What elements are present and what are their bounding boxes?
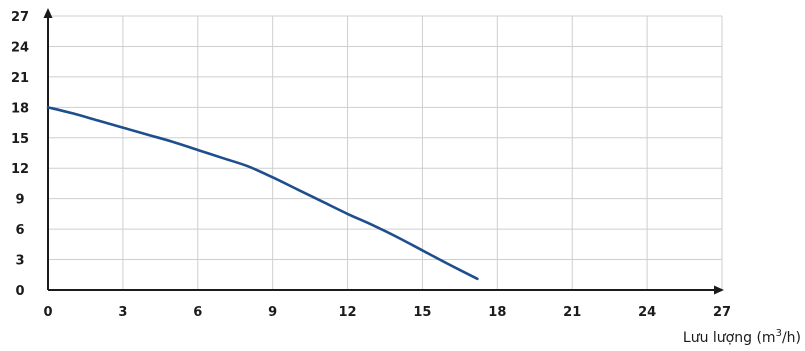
y-tick-label: 24 <box>11 40 29 55</box>
y-tick-labels: 0 3 6 9 12 15 18 21 24 27 <box>11 10 29 299</box>
y-tick-label: 27 <box>11 10 29 25</box>
y-tick-label: 18 <box>11 101 29 116</box>
x-tick-label: 27 <box>713 305 731 320</box>
x-tick-label: 9 <box>268 305 277 320</box>
x-axis-arrowhead <box>714 285 724 295</box>
x-tick-label: 0 <box>43 305 52 320</box>
y-tick-label: 6 <box>15 223 24 238</box>
x-tick-label: 24 <box>638 305 656 320</box>
x-tick-label: 12 <box>339 305 357 320</box>
y-tick-label: 12 <box>11 162 29 177</box>
series <box>46 106 479 281</box>
y-axis-arrowhead <box>43 8 53 18</box>
x-tick-labels: 0 3 6 9 12 15 18 21 24 27 <box>43 305 731 320</box>
series-line <box>46 106 479 281</box>
y-tick-label: 0 <box>15 284 24 299</box>
x-axis-title: Lưu lượng (m3/h) <box>683 328 801 346</box>
x-axis-title-superscript: 3 <box>776 328 782 339</box>
y-tick-label: 9 <box>15 193 24 208</box>
axes <box>43 8 724 295</box>
x-tick-label: 6 <box>193 305 202 320</box>
x-axis-title-suffix: /h) <box>782 330 801 346</box>
x-axis-title-main: Lưu lượng (m <box>683 330 776 346</box>
grid <box>48 15 723 290</box>
y-tick-label: 3 <box>15 254 24 269</box>
y-tick-label: 21 <box>11 71 29 86</box>
x-tick-label: 3 <box>118 305 127 320</box>
y-tick-label: 15 <box>11 132 29 147</box>
x-tick-label: 21 <box>563 305 581 320</box>
x-tick-label: 15 <box>413 305 431 320</box>
x-tick-label: 18 <box>488 305 506 320</box>
